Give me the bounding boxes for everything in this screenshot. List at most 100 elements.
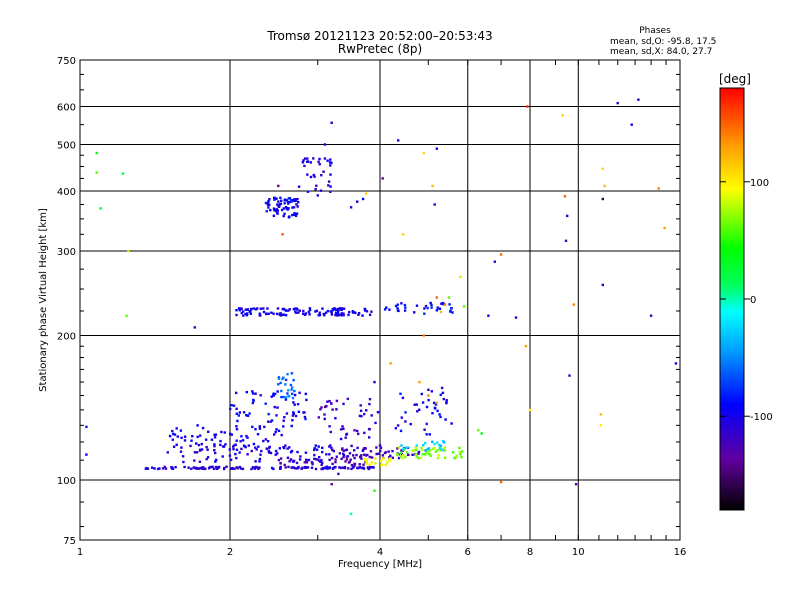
data-point (214, 433, 218, 436)
data-point (424, 441, 427, 445)
y-tick-label: 750 (57, 56, 76, 67)
data-point (389, 454, 392, 457)
data-point (250, 449, 253, 453)
data-point (258, 427, 262, 430)
data-point (304, 451, 308, 454)
data-point (287, 207, 290, 210)
data-point (229, 432, 232, 436)
data-point (171, 429, 174, 433)
data-point (252, 399, 255, 402)
data-point (262, 439, 265, 443)
data-point (368, 463, 371, 466)
x-tick-label: 4 (377, 547, 383, 558)
data-point (358, 414, 362, 418)
data-point (276, 452, 279, 455)
data-point (220, 430, 223, 434)
data-point (360, 454, 363, 457)
data-point (279, 381, 282, 385)
data-point (208, 465, 212, 469)
data-point (431, 412, 434, 415)
data-point (405, 451, 409, 454)
data-point (304, 392, 307, 396)
data-point (327, 180, 331, 183)
data-point (351, 311, 355, 314)
data-point (349, 512, 353, 516)
y-tick-label: 400 (57, 187, 76, 198)
data-point (350, 444, 353, 448)
data-point (341, 447, 344, 450)
data-point (340, 308, 343, 312)
data-point (394, 304, 398, 308)
data-point (399, 451, 403, 454)
data-point (325, 404, 328, 408)
data-point (422, 444, 425, 447)
colorbar-tick-label: 0 (750, 295, 756, 306)
data-point (236, 466, 239, 470)
data-point (236, 419, 239, 423)
data-point (427, 394, 430, 397)
data-point (425, 405, 429, 409)
data-point (357, 313, 360, 316)
data-point (365, 459, 369, 462)
data-point (334, 458, 337, 461)
data-point (288, 200, 292, 204)
data-point (193, 451, 197, 454)
data-point (363, 412, 366, 416)
data-point (245, 314, 249, 317)
data-point (399, 392, 402, 395)
data-point (407, 453, 410, 456)
data-point (296, 466, 300, 470)
data-point (270, 311, 273, 314)
data-point (285, 199, 289, 202)
data-point (424, 453, 427, 456)
data-point (295, 203, 298, 206)
data-point (272, 214, 276, 217)
data-point (342, 314, 345, 317)
data-point (366, 453, 369, 457)
data-point (233, 467, 236, 470)
data-point (413, 403, 416, 406)
data-point (286, 200, 290, 204)
colorbar-label: [deg] (719, 72, 751, 86)
data-point (400, 302, 403, 305)
data-point (244, 312, 247, 316)
data-point (292, 459, 296, 463)
data-point (388, 308, 391, 311)
data-point (324, 311, 328, 314)
data-point (566, 214, 569, 218)
data-point (317, 445, 320, 448)
data-point (438, 307, 442, 310)
y-axis-ticks: 75 100 200 300 400 500 600 750 (57, 56, 680, 547)
data-point (396, 447, 399, 450)
data-point (315, 184, 318, 187)
data-point (305, 460, 308, 463)
data-point (429, 301, 432, 305)
data-point (286, 456, 290, 459)
data-point (282, 376, 285, 379)
data-point (240, 307, 243, 310)
data-point (370, 456, 374, 459)
data-point (361, 314, 364, 317)
data-point (292, 411, 295, 414)
data-point (368, 313, 372, 316)
data-point (232, 445, 235, 448)
data-point (326, 400, 329, 403)
data-point (263, 425, 266, 429)
data-point (262, 310, 266, 314)
data-point (267, 312, 270, 315)
data-point (296, 403, 300, 406)
data-point (313, 448, 316, 452)
data-point (181, 455, 185, 458)
data-point (277, 205, 281, 208)
data-point (342, 452, 345, 456)
data-point (246, 308, 249, 311)
data-point (248, 412, 251, 415)
data-point (415, 304, 419, 307)
data-point (318, 313, 322, 316)
data-point (230, 404, 233, 407)
data-point (400, 449, 403, 452)
data-point (281, 233, 284, 236)
data-point (288, 197, 292, 200)
data-point (436, 449, 439, 452)
data-point (356, 466, 359, 470)
